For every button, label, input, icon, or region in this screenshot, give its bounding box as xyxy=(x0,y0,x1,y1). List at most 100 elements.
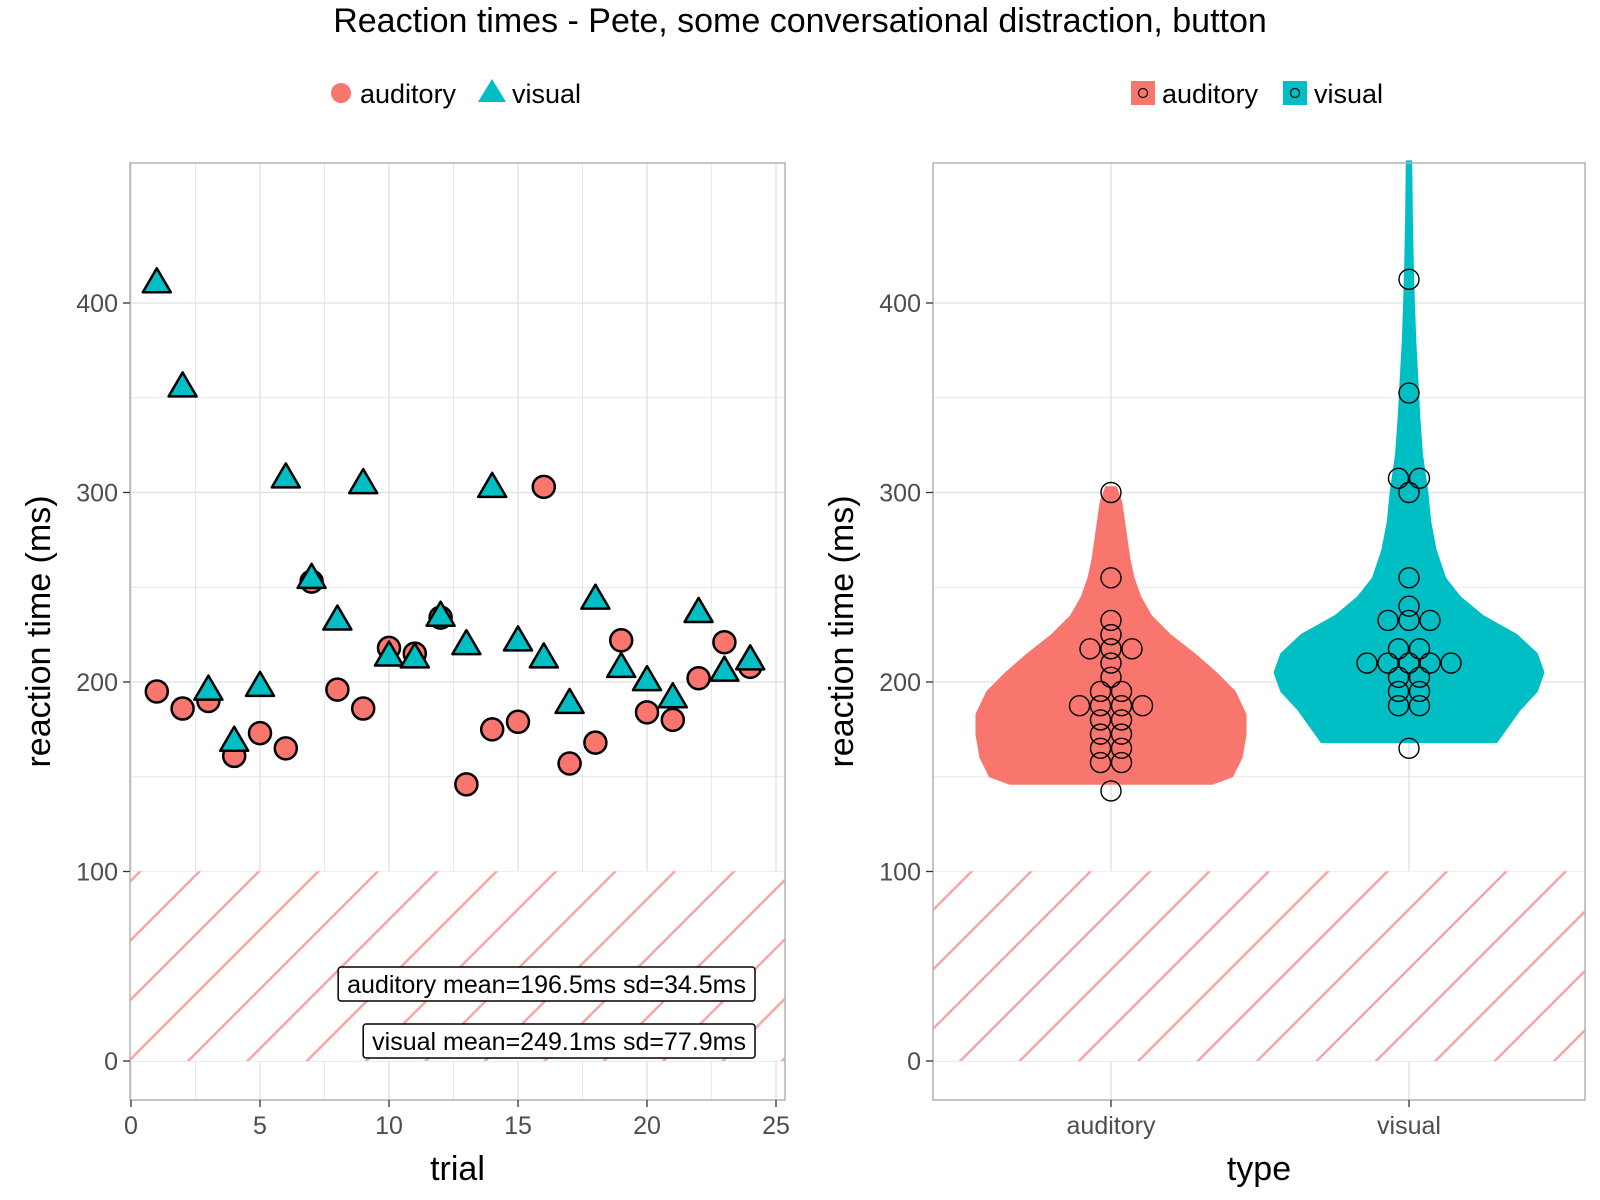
annotation-text: visual mean=249.1ms sd=77.9ms xyxy=(372,1028,746,1056)
dot-visual xyxy=(1408,694,1431,717)
data-point-visual xyxy=(605,651,637,679)
x-tick-label: 20 xyxy=(633,1112,661,1140)
data-point-auditory xyxy=(712,629,737,655)
data-point-auditory xyxy=(608,628,634,653)
data-point-visual xyxy=(683,596,714,624)
data-point-visual xyxy=(528,642,560,669)
y-tick-label: 400 xyxy=(76,290,118,318)
scatter-panel: 0 100 200 300 400 0 5 10 15 20 25 trial reaction tim… xyxy=(20,79,790,1188)
y-tick-label: 300 xyxy=(76,480,118,508)
dot-visual xyxy=(1356,652,1378,674)
data-point-visual xyxy=(218,725,250,753)
legend-key-auditory xyxy=(331,83,351,103)
legend-key-dot xyxy=(1137,87,1149,99)
dot-visual xyxy=(1377,652,1399,674)
dot-auditory xyxy=(1068,694,1091,717)
dot-visual xyxy=(1398,737,1420,760)
y-tick-label: 0 xyxy=(104,1048,118,1076)
data-point-visual xyxy=(709,655,740,682)
dot-visual xyxy=(1440,652,1462,674)
dot-visual xyxy=(1408,680,1431,703)
data-point-visual xyxy=(193,674,224,701)
dot-visual xyxy=(1398,382,1420,404)
legend-key-auditory xyxy=(1131,81,1155,105)
dot-visual xyxy=(1398,609,1420,632)
dot-visual xyxy=(1408,666,1431,688)
x-tick-label: 0 xyxy=(124,1112,138,1140)
dot-auditory xyxy=(1110,751,1133,774)
dot-auditory xyxy=(1100,481,1122,504)
data-point-visual xyxy=(451,628,482,656)
annotation-label: auditory mean=196.5ms sd=34.5ms xyxy=(337,966,756,1002)
dot-auditory xyxy=(1131,694,1154,717)
legend-label-auditory: auditory xyxy=(1162,79,1259,109)
legend-key-visual xyxy=(478,79,506,102)
data-point-auditory xyxy=(686,665,711,691)
dot-auditory xyxy=(1110,694,1133,717)
dot-auditory xyxy=(1110,680,1133,703)
legend-scatter: auditory visual xyxy=(331,79,581,109)
data-point-visual xyxy=(734,644,766,671)
data-point-visual xyxy=(476,471,508,499)
dot-visual xyxy=(1387,638,1410,660)
y-tick-label: 0 xyxy=(907,1048,921,1076)
dot-auditory xyxy=(1089,751,1112,774)
y-tick-label: 200 xyxy=(76,669,118,697)
legend-label-visual: visual xyxy=(512,79,581,109)
data-point-visual xyxy=(373,640,405,667)
x-tick-label: 15 xyxy=(504,1112,532,1140)
y-axis-title: reaction time (ms) xyxy=(20,495,58,767)
dot-auditory xyxy=(1100,609,1122,632)
data-point-visual xyxy=(502,625,534,652)
data-point-auditory xyxy=(144,679,170,704)
data-point-auditory xyxy=(660,707,686,733)
y-tick-label: 100 xyxy=(76,859,118,887)
dot-visual xyxy=(1387,467,1410,489)
x-tick-label: auditory xyxy=(1067,1112,1156,1140)
dot-auditory xyxy=(1100,780,1122,802)
data-point-visual xyxy=(657,681,689,709)
legend-key-visual xyxy=(1283,81,1307,105)
annotation-box xyxy=(337,966,756,1002)
dot-auditory xyxy=(1089,723,1112,745)
legend-violin: auditory visual xyxy=(1131,79,1383,109)
data-point-visual xyxy=(580,583,611,610)
dot-visual xyxy=(1408,638,1431,660)
dot-visual xyxy=(1387,666,1410,688)
data-point-visual xyxy=(554,687,585,715)
data-point-auditory xyxy=(531,474,557,500)
data-point-visual xyxy=(425,600,456,627)
dot-visual xyxy=(1419,652,1441,674)
annotation-label: visual mean=249.1ms sd=77.9ms xyxy=(362,1023,756,1059)
dot-auditory xyxy=(1089,709,1112,731)
data-point-visual xyxy=(399,642,431,669)
panel-border xyxy=(932,162,1586,1101)
data-point-auditory xyxy=(583,730,608,755)
dot-visual xyxy=(1408,467,1431,489)
dot-auditory xyxy=(1100,666,1122,688)
x-tick-label: 10 xyxy=(375,1112,403,1140)
data-point-visual xyxy=(270,462,302,489)
dot-auditory xyxy=(1121,638,1143,660)
data-point-auditory xyxy=(479,717,505,742)
dot-visual xyxy=(1387,680,1410,703)
dot-auditory xyxy=(1110,737,1133,760)
dot-auditory xyxy=(1100,567,1122,589)
dot-auditory xyxy=(1110,709,1133,731)
dot-visual xyxy=(1398,652,1420,674)
dot-visual xyxy=(1398,268,1420,291)
data-point-auditory xyxy=(247,720,273,746)
data-point-auditory xyxy=(273,736,299,761)
data-point-auditory xyxy=(325,677,350,702)
chart-title: Reaction times - Pete, some conversation… xyxy=(333,2,1267,40)
dot-auditory xyxy=(1100,652,1122,674)
data-point-visual xyxy=(296,562,327,590)
violin-auditory xyxy=(975,486,1247,785)
x-tick-label: visual xyxy=(1377,1112,1441,1140)
data-point-auditory xyxy=(557,751,582,776)
y-axis-title: reaction time (ms) xyxy=(823,495,861,767)
data-point-auditory xyxy=(505,709,531,735)
dot-visual xyxy=(1419,609,1441,632)
data-point-visual xyxy=(141,266,173,294)
